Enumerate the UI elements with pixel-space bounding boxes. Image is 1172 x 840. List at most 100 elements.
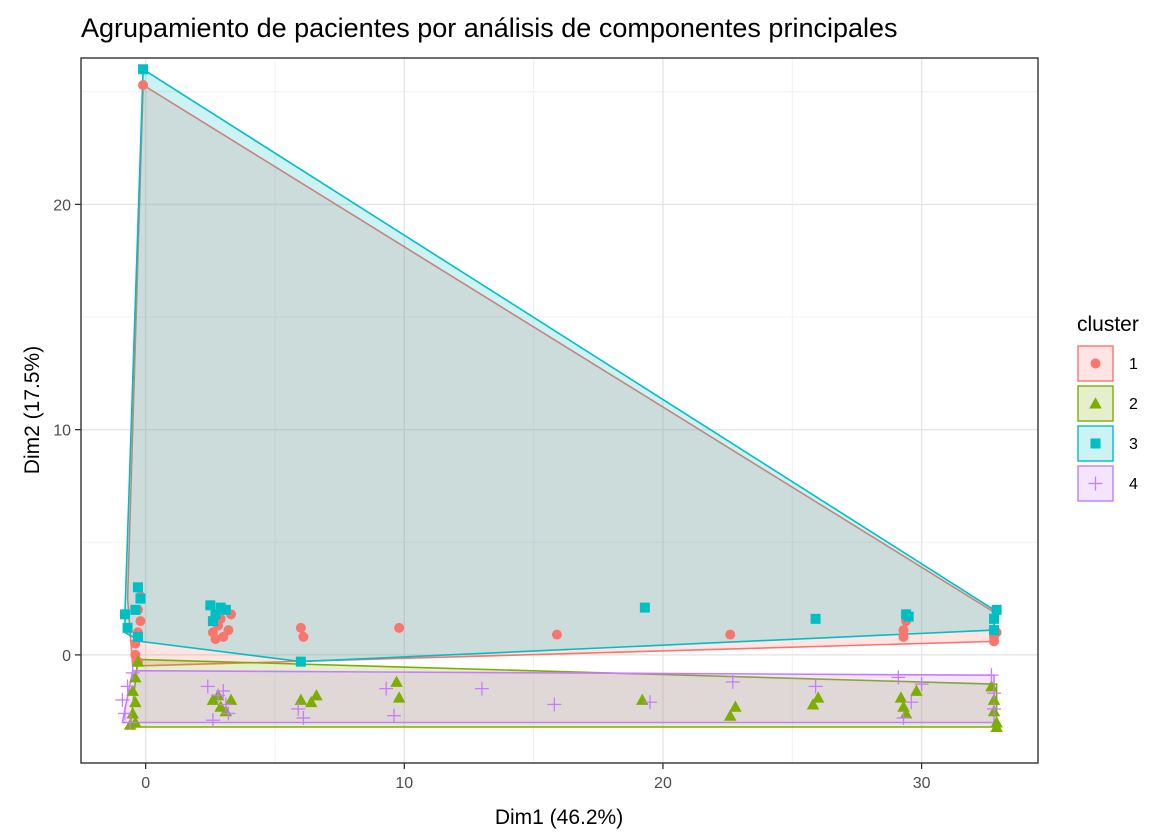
cluster-4-point	[218, 697, 233, 712]
cluster-3-point	[220, 604, 231, 615]
legend-item-1: 1	[1077, 345, 1138, 382]
legend-key-marker	[1090, 438, 1101, 449]
cluster-4-point	[123, 715, 138, 730]
legend-label: 1	[1129, 356, 1138, 373]
legend-item-2: 2	[1077, 385, 1138, 422]
cluster-2-point	[129, 695, 142, 708]
cluster-3-point	[639, 602, 650, 613]
cluster-1-point	[298, 631, 309, 642]
y-axis-title: Dim2 (17.5%)	[21, 346, 44, 474]
cluster-2-point	[723, 709, 737, 721]
cluster-3-point	[210, 609, 221, 620]
cluster-2-point	[910, 684, 923, 696]
cluster-4-hull	[121, 669, 995, 724]
cluster-4-point	[987, 701, 1002, 716]
cluster-3-point	[135, 593, 146, 604]
cluster-4-point	[987, 686, 1002, 701]
cluster-4-point	[120, 679, 135, 694]
cluster-2-point	[729, 700, 742, 712]
legend-label: 2	[1129, 396, 1138, 413]
legend-key-marker	[1090, 358, 1101, 369]
cluster-1-point	[223, 625, 234, 636]
cluster-1-point	[138, 80, 149, 91]
cluster-1-point	[394, 622, 405, 633]
cluster-3-point	[295, 656, 306, 667]
x-axis-title: Dim1 (46.2%)	[495, 806, 623, 829]
cluster-3-point	[130, 604, 141, 615]
cluster-4-point	[205, 713, 220, 728]
cluster-4-point	[896, 710, 911, 725]
x-tick-label: 30	[913, 775, 931, 792]
cluster-2-point	[806, 698, 820, 710]
legend-item-3: 3	[1077, 425, 1138, 462]
y-tick-label: 20	[53, 197, 71, 214]
cluster-3-point	[989, 613, 1000, 624]
cluster-2-point	[390, 675, 403, 687]
cluster-3-point	[138, 64, 149, 75]
cluster-1-point	[551, 629, 562, 640]
legend-label: 4	[1129, 476, 1138, 493]
plot-panel	[80, 57, 1039, 764]
cluster-2-point	[310, 689, 323, 701]
legend-label: 3	[1129, 436, 1138, 453]
cluster-1-point	[135, 616, 146, 627]
cluster-4-point	[296, 710, 311, 725]
cluster-3-point	[205, 600, 216, 611]
legend: cluster 1 2 3 4	[1077, 313, 1139, 502]
y-axis: 0 10 20	[53, 197, 81, 665]
cluster-4-point	[125, 665, 140, 680]
cluster-2-point	[224, 693, 238, 705]
legend-item-4: 4	[1077, 465, 1138, 502]
cluster-3-point	[903, 611, 914, 622]
cluster-3-point	[810, 613, 821, 624]
cluster-4-point	[914, 677, 929, 692]
cluster-4-point	[474, 681, 489, 696]
cluster-1-point	[295, 622, 306, 633]
cluster-4-point	[117, 706, 132, 721]
cluster-2-point	[990, 720, 1003, 732]
cluster-3-point	[119, 609, 130, 620]
cluster-3-point	[207, 616, 218, 627]
cluster-3-point	[989, 625, 1000, 636]
cluster-4-point	[115, 692, 130, 707]
panel-border	[80, 57, 1039, 764]
legend-key-marker	[1089, 397, 1102, 409]
cluster-3-points	[119, 64, 1002, 667]
cluster-2-point	[894, 691, 908, 703]
cluster-4-point	[904, 695, 919, 710]
cluster-4-point	[547, 697, 562, 712]
cluster-4-points	[115, 665, 1002, 730]
cluster-2-point	[811, 691, 825, 703]
x-axis: 0 10 20 30	[141, 763, 931, 792]
cluster-4-point	[291, 701, 306, 716]
x-tick-label: 0	[141, 775, 150, 792]
cluster-3-point	[132, 582, 143, 593]
cluster-3-point	[122, 622, 133, 633]
cluster-2-point	[131, 655, 145, 667]
cluster-1-point	[210, 634, 221, 645]
cluster-4-point	[379, 681, 394, 696]
cluster-1-point	[725, 629, 736, 640]
cluster-4-point	[200, 679, 215, 694]
cluster-4-point	[808, 679, 823, 694]
cluster-4-point	[725, 674, 740, 689]
legend-key-marker	[1088, 476, 1103, 491]
chart-title: Agrupamiento de pacientes por análisis d…	[81, 13, 898, 43]
cluster-3-point	[132, 631, 143, 642]
x-tick-label: 20	[654, 775, 672, 792]
cluster-4-point	[221, 706, 236, 721]
cluster-4-point	[984, 668, 999, 683]
y-tick-label: 10	[53, 423, 71, 440]
cluster-4-point	[386, 708, 401, 723]
cluster-2-point	[392, 691, 406, 703]
cluster-3-point	[991, 604, 1002, 615]
cluster-3-point	[215, 602, 226, 613]
cluster-4-point	[643, 695, 658, 710]
cluster-4-point	[891, 670, 906, 685]
legend-key	[1077, 345, 1114, 382]
legend-title: cluster	[1077, 313, 1139, 336]
cluster-1-point	[218, 631, 229, 642]
cluster-4-point	[216, 683, 231, 698]
cluster-1-point	[898, 625, 909, 636]
